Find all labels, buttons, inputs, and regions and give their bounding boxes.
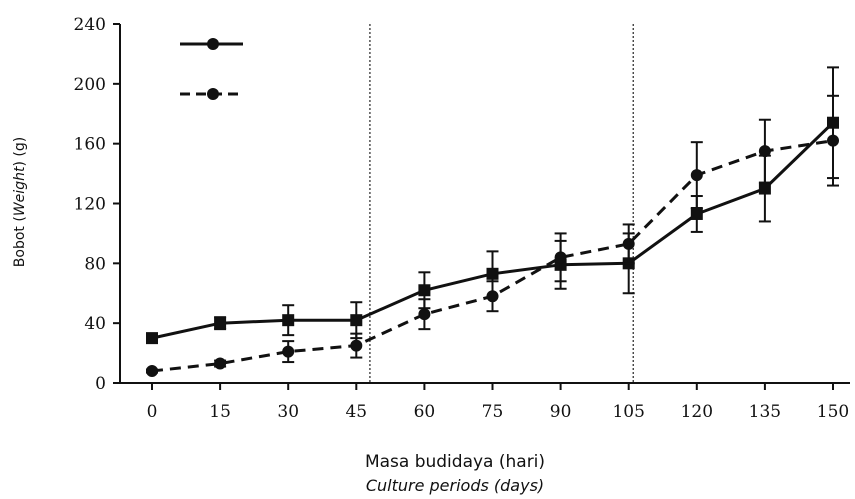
axes: 0 40 80 120 160 200 240 0 15 30 45 60 75 90 105 120 135 1… <box>74 15 850 422</box>
y-tick-label: 160 <box>74 135 106 155</box>
data-point <box>554 251 567 264</box>
y-tick-label: 40 <box>84 314 106 334</box>
data-point <box>418 284 431 297</box>
y-tick-label: 0 <box>95 374 106 394</box>
data-point <box>486 290 499 303</box>
data-point <box>350 339 363 352</box>
x-tick-label: 60 <box>414 402 436 422</box>
x-tick-label: 150 <box>817 402 849 422</box>
data-point <box>690 169 703 182</box>
data-point <box>146 365 158 378</box>
series-layer <box>146 66 839 378</box>
data-point <box>827 134 839 147</box>
legend-marker-2 <box>207 88 219 100</box>
data-point <box>350 314 363 327</box>
y-tick-label: 120 <box>74 195 106 215</box>
data-point <box>282 345 295 358</box>
data-point <box>758 145 771 158</box>
y-axis-title-suffix: ) (g) <box>12 137 28 167</box>
data-point <box>418 308 431 321</box>
reference-lines <box>369 24 634 383</box>
x-tick-label: 135 <box>749 402 781 422</box>
data-point <box>690 207 703 220</box>
data-point <box>486 267 499 280</box>
legend-marker-1 <box>207 38 219 50</box>
data-point <box>214 317 227 330</box>
x-tick-label: 30 <box>277 402 299 422</box>
data-point <box>622 237 635 250</box>
y-tick-label: 240 <box>74 15 106 35</box>
x-tick-label: 120 <box>681 402 713 422</box>
x-tick-label: 90 <box>550 402 572 422</box>
data-point <box>758 182 771 195</box>
y-axis-title-italic: Weight <box>12 166 28 216</box>
x-axis-title-english: Culture periods (days) <box>366 476 544 495</box>
y-axis-title-prefix: Bobot ( <box>12 216 28 267</box>
data-point <box>282 314 295 327</box>
y-axis-title: Bobot (Weight) (g) <box>12 137 28 267</box>
x-axis-title: Masa budidaya (hari) <box>365 452 545 472</box>
x-tick-label: 75 <box>482 402 504 422</box>
data-point <box>146 332 158 345</box>
x-tick-label: 0 <box>147 402 158 422</box>
x-tick-label: 15 <box>209 402 231 422</box>
x-tick-label: 105 <box>612 402 644 422</box>
series-2 <box>146 94 839 378</box>
data-point <box>214 357 227 370</box>
x-tick-label: 45 <box>345 402 367 422</box>
legend <box>180 38 243 100</box>
y-tick-label: 200 <box>74 75 106 95</box>
y-tick-label: 80 <box>84 254 106 274</box>
